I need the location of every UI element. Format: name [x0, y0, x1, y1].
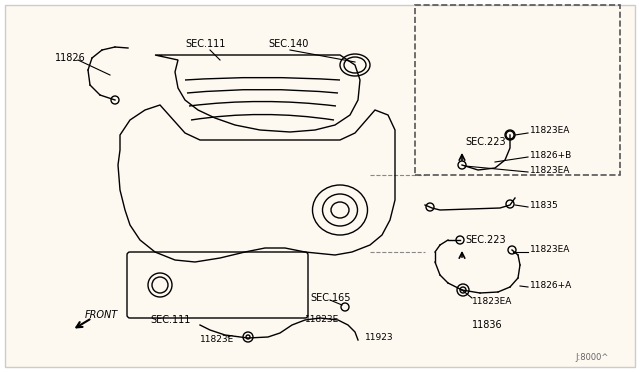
Text: SEC.111: SEC.111 [150, 315, 190, 325]
Text: 11923: 11923 [365, 334, 394, 343]
Text: 11836: 11836 [472, 320, 502, 330]
Text: 11823EA: 11823EA [530, 246, 570, 254]
Text: FRONT: FRONT [85, 310, 118, 320]
Text: J:8000^: J:8000^ [575, 353, 609, 362]
Text: SEC.165: SEC.165 [310, 293, 351, 303]
Text: 11823EA: 11823EA [530, 166, 570, 174]
Text: 11823E: 11823E [305, 315, 339, 324]
Text: 11823EA: 11823EA [530, 125, 570, 135]
Text: 11826+B: 11826+B [530, 151, 572, 160]
Text: 11823E: 11823E [200, 336, 234, 344]
Text: 11826+A: 11826+A [530, 280, 572, 289]
Text: 11835: 11835 [530, 201, 559, 209]
Text: SEC.111: SEC.111 [185, 39, 225, 49]
Text: 11823EA: 11823EA [472, 298, 513, 307]
Text: SEC.140: SEC.140 [268, 39, 308, 49]
Text: 11826: 11826 [55, 53, 86, 63]
Text: SEC.223: SEC.223 [465, 137, 506, 147]
Text: SEC.223: SEC.223 [465, 235, 506, 245]
FancyBboxPatch shape [5, 5, 635, 367]
